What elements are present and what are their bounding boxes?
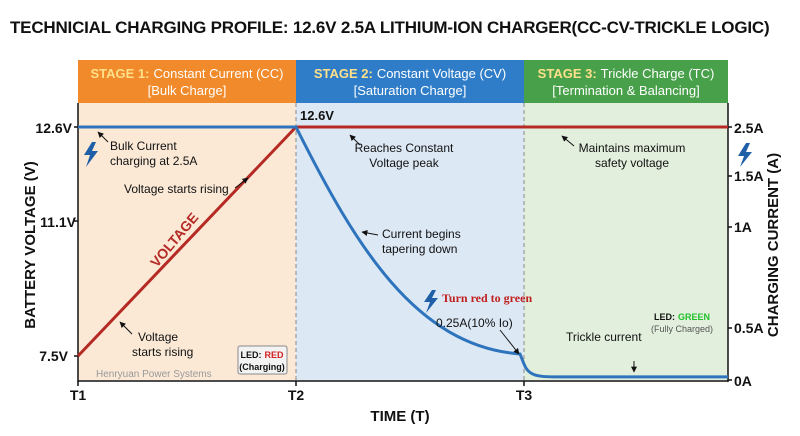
y-left-axis-title: BATTERY VOLTAGE (V) <box>22 161 39 329</box>
y-left-tick-label: 11.1V <box>40 214 76 230</box>
lightning-icon <box>84 142 98 167</box>
stage-3-number: STAGE 3: <box>538 66 597 81</box>
voltage-line <box>76 125 728 358</box>
current-line <box>78 125 728 379</box>
annotation-arrow <box>97 131 109 143</box>
stage-2-number: STAGE 2: <box>314 66 373 81</box>
maintains-line-2: safety voltage <box>595 156 669 170</box>
stage-1-subtitle: [Bulk Charge] <box>148 83 227 98</box>
y-right-tick-label: 2.5A <box>734 120 764 136</box>
stage-2-title: STAGE 2: Constant Voltage (CV) <box>314 66 506 81</box>
page-title: TECHNICIAL CHARGING PROFILE: 12.6V 2.5A … <box>10 18 770 37</box>
tick-marks <box>74 126 732 386</box>
y-right-tick-label: 0.5A <box>734 320 764 336</box>
maintains-line-1: Maintains maximum <box>579 141 686 155</box>
stage-1-title: STAGE 1: Constant Current (CC) <box>90 66 283 81</box>
stage-1-name: Constant Current (CC) <box>153 66 283 81</box>
led-red-note: (Charging) <box>239 362 285 372</box>
led-red-state: RED <box>264 350 284 360</box>
led-red-label: LED: RED <box>240 350 284 360</box>
y-right-axis-title: CHARGING CURRENT (A) <box>765 153 782 337</box>
annotation-arrow <box>499 329 520 355</box>
stage-3-name: Trickle Charge (TC) <box>601 66 715 81</box>
peak-voltage-label: 12.6V <box>300 108 334 123</box>
reaches-cv-annotation: Reaches Constant Voltage peak <box>355 141 454 170</box>
bulk-current-annotation: Bulk Current charging at 2.5A <box>110 139 197 168</box>
trickle-annotation: Trickle current <box>566 330 642 344</box>
annotation-arrow <box>561 135 575 147</box>
reaches-cv-line-2: Voltage peak <box>369 156 439 170</box>
voltage-rising-top-annotation: Voltage starts rising <box>124 182 229 196</box>
led-green-label: LED: GREEN <box>654 312 710 322</box>
voltage-rising-bottom-annotation: Voltage starts rising <box>132 330 193 359</box>
x-tick-label: T1 <box>70 387 87 403</box>
lightning-icon <box>738 143 752 167</box>
led-green-state: GREEN <box>678 312 710 322</box>
stage-3-title: STAGE 3: Trickle Charge (TC) <box>538 66 715 81</box>
tapering-line-2: tapering down <box>382 242 457 256</box>
watermark: Henryuan Power Systems <box>96 369 212 380</box>
led-red-box <box>237 345 288 375</box>
stage-2-header <box>296 60 524 103</box>
x-tick-label: T2 <box>288 387 305 403</box>
x-tick-label: T3 <box>516 387 533 403</box>
led-green-note: (Fully Charged) <box>651 324 713 334</box>
voltage-rising-bottom-line-1: Voltage <box>138 330 178 344</box>
stage-3-background <box>524 103 728 380</box>
cutoff-annotation: 0.25A(10% Io) <box>436 316 513 330</box>
turn-red-annotation: Turn red to green <box>442 291 532 305</box>
y-left-tick-label: 7.5V <box>39 348 68 364</box>
bulk-current-line-2: charging at 2.5A <box>110 154 197 168</box>
stage-1-number: STAGE 1: <box>90 66 149 81</box>
reaches-cv-line-1: Reaches Constant <box>355 141 454 155</box>
stage-3-header <box>524 60 728 103</box>
stage-3-subtitle: [Termination & Balancing] <box>552 83 699 98</box>
annotation-arrow <box>119 321 133 335</box>
voltage-rising-bottom-line-2: starts rising <box>132 345 193 359</box>
y-right-tick-label: 1A <box>734 219 752 235</box>
y-left-tick-label: 12.6V <box>35 120 72 136</box>
stage-2-subtitle: [Saturation Charge] <box>354 83 467 98</box>
stage-1-header <box>78 60 296 103</box>
led-green-prefix: LED: <box>654 312 675 322</box>
y-right-tick-label: 0A <box>734 373 752 389</box>
annotation-arrow <box>349 134 361 146</box>
led-red-prefix: LED: <box>240 350 261 360</box>
tapering-line-1: Current begins <box>382 227 461 241</box>
stage-2-name: Constant Voltage (CV) <box>377 66 506 81</box>
bulk-current-line-1: Bulk Current <box>110 139 177 153</box>
y-right-tick-label: 1.5A <box>734 168 764 184</box>
annotation-arrow <box>234 177 249 189</box>
x-axis-title: TIME (T) <box>370 408 429 425</box>
maintains-annotation: Maintains maximum safety voltage <box>579 141 686 170</box>
tapering-annotation: Current begins tapering down <box>382 227 461 256</box>
stage-2-background <box>296 103 524 380</box>
lightning-icon <box>424 290 438 313</box>
annotation-arrow <box>361 230 379 236</box>
